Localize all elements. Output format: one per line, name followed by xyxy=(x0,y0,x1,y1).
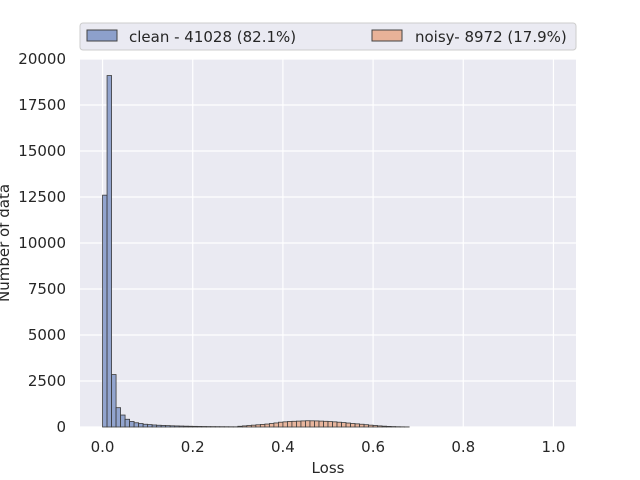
histogram-bar-noisy xyxy=(273,422,279,428)
legend-swatch-noisy xyxy=(371,29,403,42)
legend-label-noisy: noisy- 8972 (17.9%) xyxy=(415,28,567,46)
legend-swatch-clean xyxy=(86,29,118,42)
x-tick-label: 0.4 xyxy=(271,438,295,456)
x-tick-label: 0.6 xyxy=(361,438,385,456)
histogram-bar-clean xyxy=(102,194,108,428)
histogram-bar-noisy xyxy=(354,423,360,428)
histogram-bar-noisy xyxy=(305,420,311,428)
y-tick-label: 2500 xyxy=(28,372,66,390)
histogram-bar-noisy xyxy=(377,425,383,428)
histogram-bar-noisy xyxy=(291,420,297,428)
histogram-bar-clean xyxy=(187,425,194,428)
histogram-bar-clean xyxy=(174,425,180,428)
histogram-bar-noisy xyxy=(309,420,315,428)
histogram-bar-noisy xyxy=(359,423,365,428)
histogram-bar-clean xyxy=(138,423,144,428)
histogram-bar-noisy xyxy=(264,423,270,428)
histogram-bar-noisy xyxy=(368,424,374,428)
histogram-bar-clean xyxy=(196,426,203,428)
y-tick-label: 0 xyxy=(56,418,66,436)
histogram-bar-clean xyxy=(120,414,126,428)
histogram-bar-clean xyxy=(160,425,167,428)
histogram-bar-noisy xyxy=(282,421,288,428)
x-tick-label: 1.0 xyxy=(542,438,566,456)
histogram-bar-noisy xyxy=(277,421,284,428)
x-axis-label: Loss xyxy=(312,459,345,477)
histogram-bar-noisy xyxy=(327,421,333,428)
histogram-bar-noisy xyxy=(381,425,388,428)
histogram-bar-clean xyxy=(111,374,117,428)
histogram-bar-noisy xyxy=(318,420,324,428)
histogram-bar-clean xyxy=(133,422,140,428)
histogram-bars xyxy=(102,75,410,428)
histogram-bar-clean xyxy=(115,407,121,428)
x-tick-label: 0.0 xyxy=(91,438,115,456)
legend: clean - 41028 (82.1%) noisy- 8972 (17.9%… xyxy=(79,22,577,51)
histogram-bar-noisy xyxy=(336,421,342,428)
y-tick-label: 12500 xyxy=(18,188,66,206)
y-tick-label: 17500 xyxy=(18,96,66,114)
y-tick-label: 7500 xyxy=(28,280,66,298)
histogram-bar-clean xyxy=(169,425,176,428)
histogram-bar-noisy xyxy=(323,420,329,428)
legend-label-clean: clean - 41028 (82.1%) xyxy=(129,28,296,46)
histogram-bar-noisy xyxy=(341,422,347,428)
histogram-bar-clean xyxy=(129,421,135,428)
histogram-bar-noisy xyxy=(259,424,266,428)
y-tick-label: 20000 xyxy=(18,50,66,68)
histogram-bar-clean xyxy=(192,425,198,428)
y-axis-label: Number of data xyxy=(0,184,13,302)
histogram-bar-noisy xyxy=(246,425,252,428)
x-tick-labels: 0.0 0.2 0.4 0.6 0.8 1.0 xyxy=(91,438,566,456)
histogram-bar-clean xyxy=(165,425,171,428)
y-tick-label: 5000 xyxy=(28,326,66,344)
histogram-bar-noisy xyxy=(386,426,392,428)
histogram-bar-clean xyxy=(106,75,112,428)
histogram-bar-noisy xyxy=(372,425,379,428)
histogram-bar-clean xyxy=(151,424,158,428)
histogram-bar-noisy xyxy=(314,420,320,428)
histogram-bar-noisy xyxy=(255,424,261,428)
histogram-bar-noisy xyxy=(350,423,356,428)
histogram-bar-noisy xyxy=(300,420,306,428)
histogram-bar-clean xyxy=(147,424,153,428)
histogram-bar-noisy xyxy=(237,425,243,428)
histogram-bar-clean xyxy=(124,418,131,428)
histogram-bar-noisy xyxy=(345,422,351,428)
histogram-bar-clean xyxy=(156,424,162,428)
x-tick-label: 0.2 xyxy=(181,438,205,456)
histogram-bar-clean xyxy=(178,425,185,428)
histogram-bar-clean xyxy=(183,425,189,428)
histogram-bar-noisy xyxy=(241,425,248,428)
x-tick-label: 0.8 xyxy=(451,438,475,456)
y-tick-label: 10000 xyxy=(18,234,66,252)
histogram-bar-noisy xyxy=(296,420,302,428)
legend-frame xyxy=(79,22,577,51)
histogram-bar-noisy xyxy=(332,421,338,428)
histogram-bar-noisy xyxy=(250,424,257,428)
histogram-bar-noisy xyxy=(268,423,275,428)
y-tick-labels: 0 2500 5000 7500 10000 12500 15000 17500 20000 xyxy=(18,50,66,436)
histogram-bar-noisy xyxy=(363,424,369,428)
y-tick-label: 15000 xyxy=(18,142,66,160)
histogram-bar-noisy xyxy=(287,421,293,428)
histogram-bar-clean xyxy=(142,423,149,428)
